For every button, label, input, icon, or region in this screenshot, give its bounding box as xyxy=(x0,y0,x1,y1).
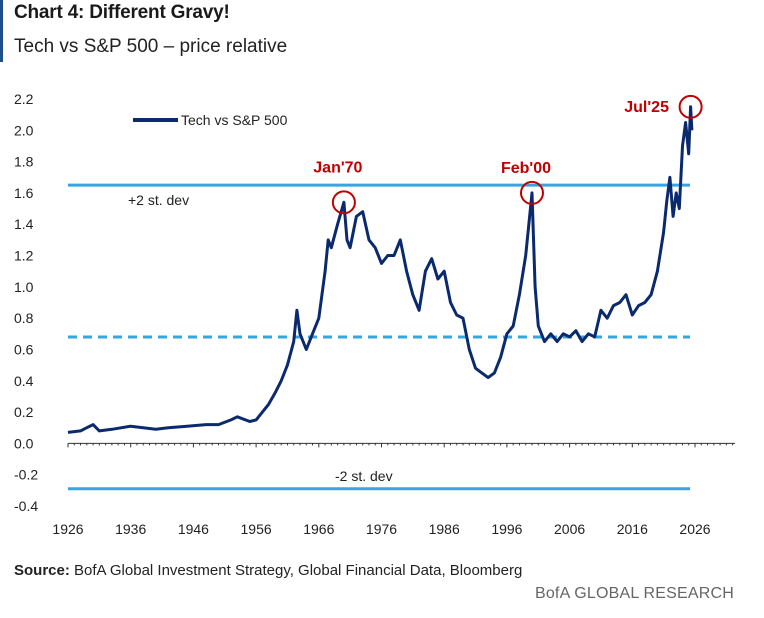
peak-circle-2 xyxy=(678,94,703,119)
y-tick-label: 0.2 xyxy=(14,404,34,420)
x-tick-label: 2016 xyxy=(617,521,648,537)
x-tick-label: 1926 xyxy=(52,521,83,537)
x-tick-label: 1976 xyxy=(366,521,397,537)
chart-subtitle: Tech vs S&P 500 – price relative xyxy=(14,36,288,57)
peak-circle-1 xyxy=(519,180,544,205)
line-chart: 2.2 2.0 1.8 1.6 1.4 1.2 1.0 0.8 0.6 0.4 0.2 0.0 -0.2… xyxy=(14,91,735,537)
y-tick-label: -0.4 xyxy=(14,498,38,514)
peak-label-2: Jul'25 xyxy=(624,99,669,116)
y-tick-label: 0.6 xyxy=(14,341,34,357)
series-line-tech-vs-sp500 xyxy=(67,105,694,434)
x-tick-label: 1996 xyxy=(491,521,522,537)
chart-title: Chart 4: Different Gravy! xyxy=(14,2,230,23)
y-tick-label: 1.0 xyxy=(14,279,34,295)
minus-2-stdev-label: -2 st. dev xyxy=(335,468,393,484)
y-tick-label: 2.0 xyxy=(14,122,34,138)
x-tick-label: 2026 xyxy=(679,521,710,537)
x-tick-label: 1936 xyxy=(115,521,146,537)
y-tick-label: 1.2 xyxy=(14,248,34,264)
x-axis-ticks: 1926 1936 1946 1956 1966 1976 1986 1996 2006 2016… xyxy=(52,443,734,537)
y-tick-label: 0.0 xyxy=(14,435,34,451)
x-tick-label: 2006 xyxy=(554,521,585,537)
legend: Tech vs S&P 500 xyxy=(133,112,288,128)
peak-circle-0 xyxy=(331,190,356,215)
peak-label-1: Feb'00 xyxy=(501,160,551,177)
y-tick-label: -0.2 xyxy=(14,467,38,483)
source-note: Source: BofA Global Investment Strategy,… xyxy=(14,562,522,579)
x-tick-label: 1986 xyxy=(429,521,460,537)
peak-label-0: Jan'70 xyxy=(313,159,362,176)
source-text: BofA Global Investment Strategy, Global … xyxy=(74,562,523,579)
x-tick-label: 1946 xyxy=(178,521,209,537)
plus-2-stdev-label: +2 st. dev xyxy=(128,192,189,208)
y-tick-label: 1.8 xyxy=(14,154,34,170)
y-tick-label: 1.4 xyxy=(14,216,34,232)
y-tick-label: 2.2 xyxy=(14,91,34,107)
source-label: Source: xyxy=(14,562,70,579)
y-tick-label: 0.4 xyxy=(14,373,34,389)
x-tick-label: 1956 xyxy=(241,521,272,537)
y-tick-label: 0.8 xyxy=(14,310,34,326)
x-tick-label: 1966 xyxy=(303,521,334,537)
brand-footer: BofA GLOBAL RESEARCH xyxy=(534,585,734,602)
legend-label: Tech vs S&P 500 xyxy=(181,112,288,128)
peak-annotations: Jan'70 Feb'00 Jul'25 xyxy=(313,94,703,215)
y-axis-ticks: 2.2 2.0 1.8 1.6 1.4 1.2 1.0 0.8 0.6 0.4 0.2 0.0 -0.2… xyxy=(14,91,38,514)
y-tick-label: 1.6 xyxy=(14,185,34,201)
header-accent-bar xyxy=(0,0,3,62)
